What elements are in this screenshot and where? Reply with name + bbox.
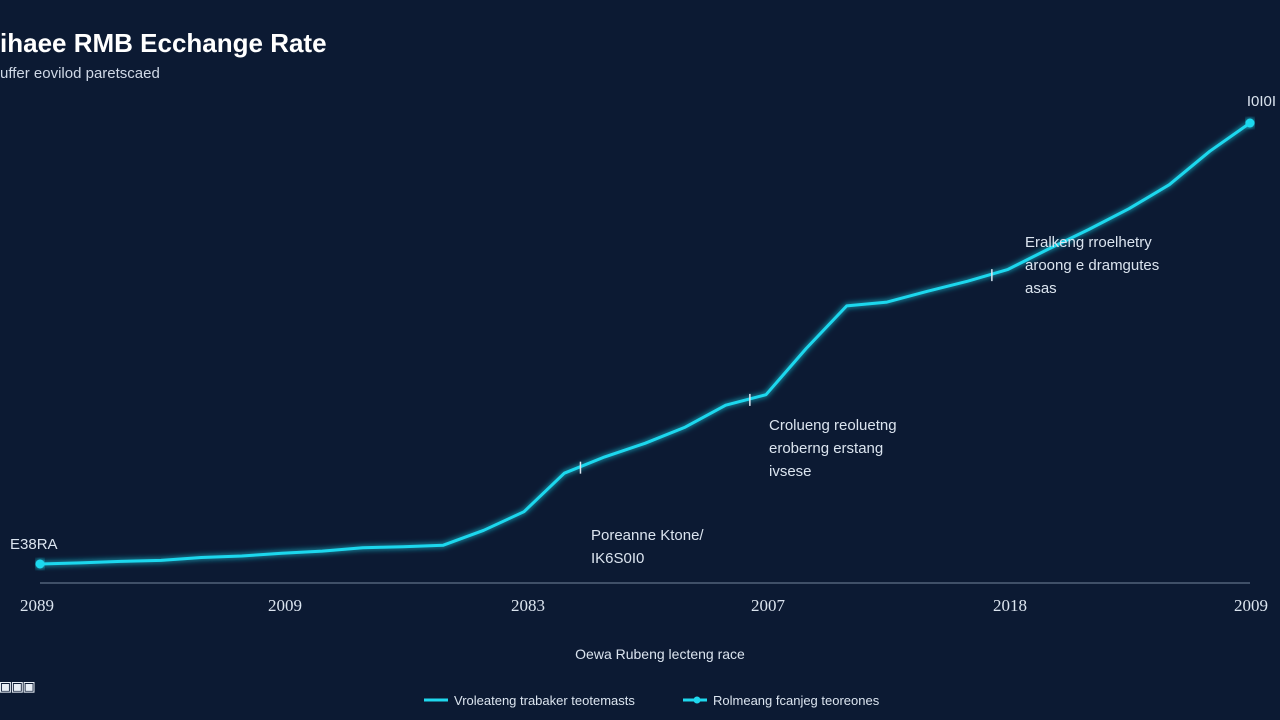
annotation-text: IK6S0I0 <box>591 550 644 567</box>
start-label: E38RA <box>10 536 58 553</box>
legend-label: Rolmeang fcanjeg teoreones <box>713 693 880 708</box>
x-tick-label: 2009 <box>1234 596 1268 615</box>
annotation-text: Crolueng reoluetng <box>769 417 897 434</box>
annotation-text: Poreanne Ktone/ <box>591 527 704 544</box>
annotation-text: aroong e dramgutes <box>1025 257 1159 274</box>
chart-subtitle: uffer eovilod paretscaed <box>0 65 160 82</box>
end-point <box>1245 118 1255 128</box>
x-tick-label: 2009 <box>268 596 302 615</box>
start-point <box>35 559 45 569</box>
legend-marker <box>693 696 701 704</box>
x-tick-label: 2007 <box>751 596 786 615</box>
annotation-text: Eralkeng rroelhetry <box>1025 234 1152 251</box>
annotation-text: eroberng erstang <box>769 440 883 457</box>
end-label: I0I0I <box>1247 93 1276 110</box>
x-tick-label: 2018 <box>993 596 1027 615</box>
chart-title: ihaee RMB Ecchange Rate <box>0 28 327 58</box>
x-tick-label: 2083 <box>511 596 545 615</box>
x-tick-label: 2089 <box>20 596 54 615</box>
annotation-text: asas <box>1025 280 1057 297</box>
watermark-logo: ▣▣▣ <box>0 676 36 697</box>
series-line <box>39 121 1251 566</box>
x-axis-caption: Oewa Rubeng lecteng race <box>575 646 745 662</box>
annotation-text: ivsese <box>769 463 812 480</box>
legend-label: Vroleateng trabaker teotemasts <box>454 693 635 708</box>
